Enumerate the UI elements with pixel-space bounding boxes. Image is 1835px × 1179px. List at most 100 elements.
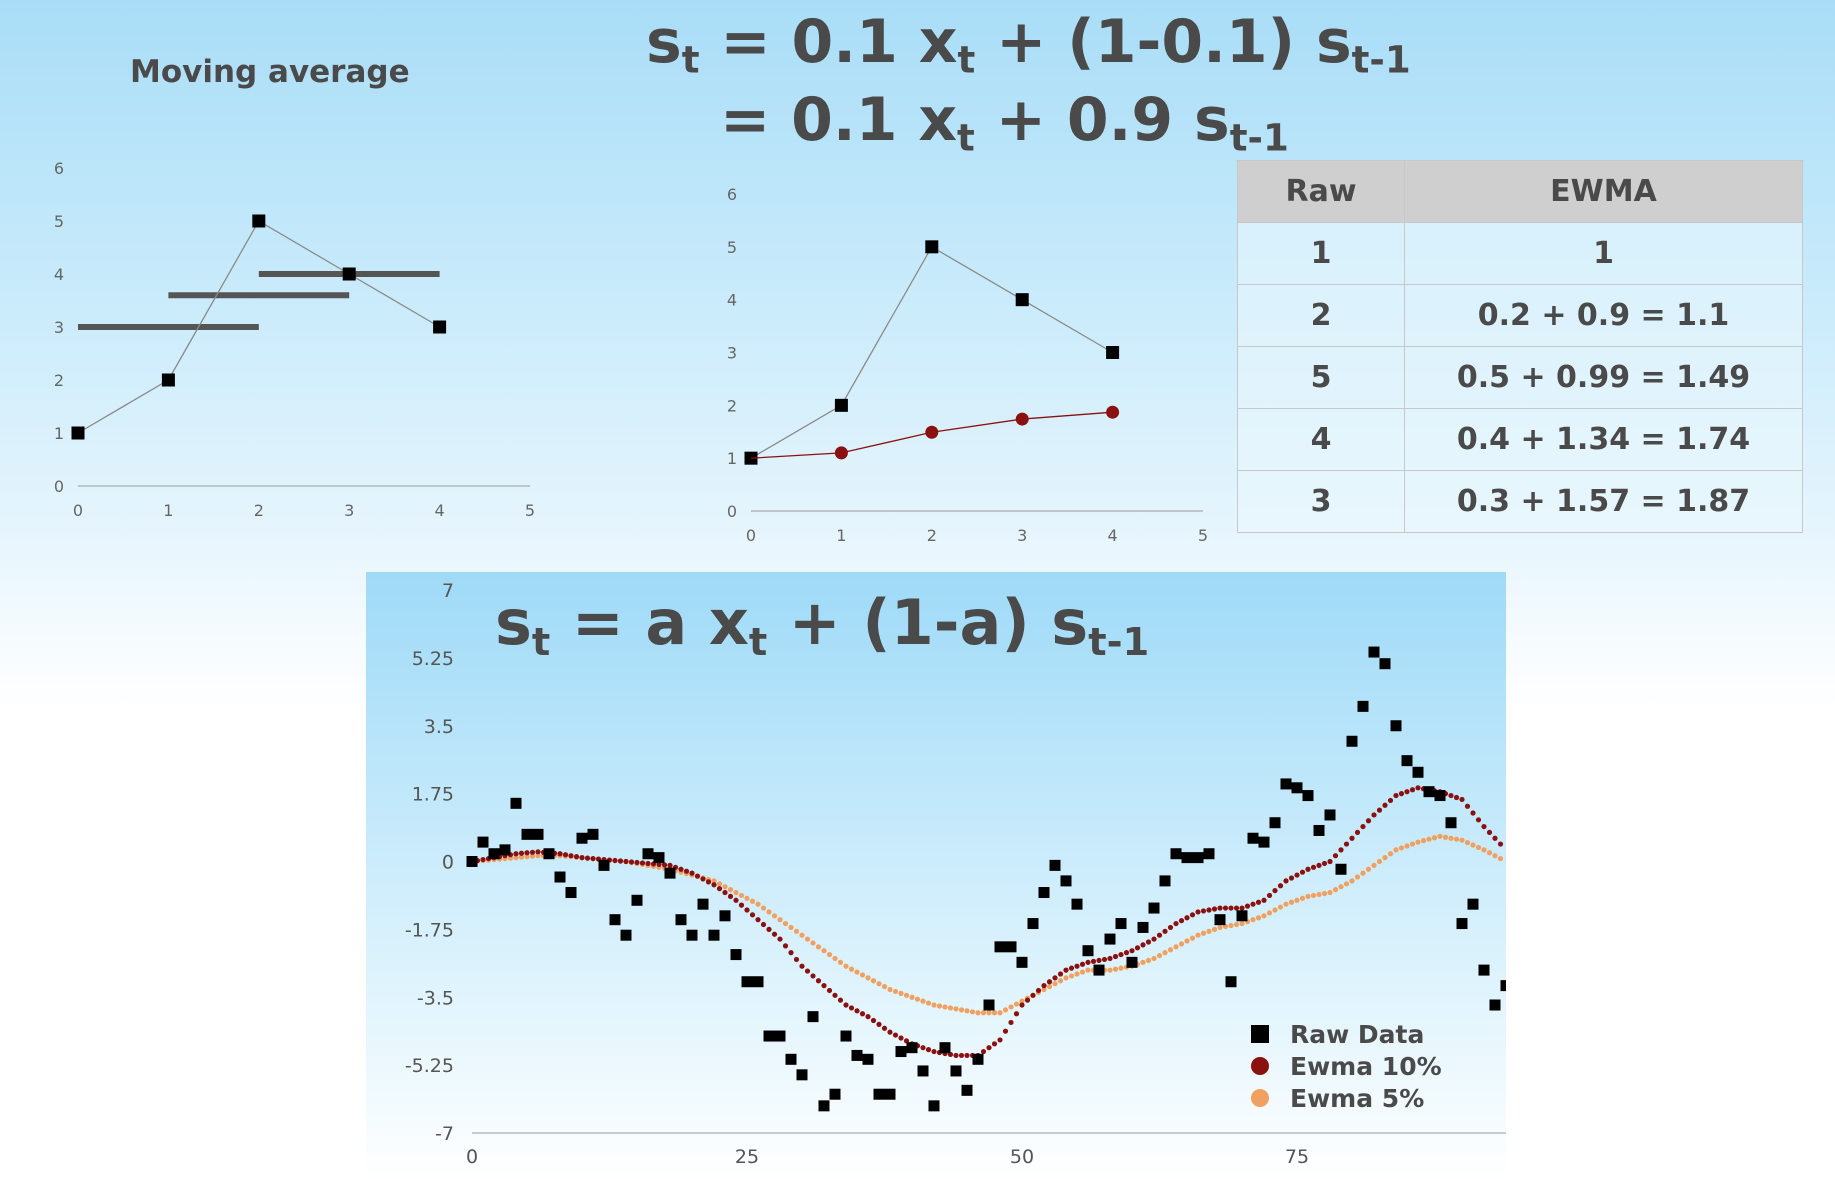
ewma-10-point: [766, 926, 772, 932]
ewma-point: [1015, 412, 1029, 426]
ewma-5-point: [1173, 944, 1179, 950]
y-tick-label: 0: [442, 852, 454, 874]
ewma-10-point: [1349, 835, 1355, 841]
raw-data-point: [642, 848, 654, 860]
raw-data-point: [708, 929, 720, 941]
ewma-10-point: [1189, 912, 1196, 918]
ewma-5-point: [1206, 928, 1212, 934]
ewma-5-point: [1360, 870, 1366, 876]
ewma-10-point: [848, 1005, 855, 1011]
table-header-row: Raw EWMA: [1237, 160, 1803, 223]
ewma-5-point: [969, 1009, 976, 1015]
ewma-5-point: [1255, 915, 1262, 921]
y-tick-label: 2: [54, 371, 64, 390]
ewma-10-point: [1107, 955, 1113, 962]
y-tick-label: -5.25: [405, 1055, 454, 1077]
ewma-point: [834, 446, 848, 460]
ewma-5-point: [810, 940, 816, 946]
ewma-10-point: [1382, 802, 1388, 808]
x-tick-label: 0: [466, 1146, 478, 1168]
ewma-5-point: [1310, 892, 1317, 899]
ewma-10-point: [1299, 869, 1306, 875]
y-tick-label: 5: [54, 212, 64, 231]
ewma-10-point: [1250, 901, 1256, 907]
ewma-10-point: [1118, 951, 1124, 958]
ewma-10-point: [1486, 829, 1493, 836]
ewma-10-point: [1233, 905, 1240, 911]
ewma-10-point: [480, 856, 486, 863]
raw-data-point: [1126, 956, 1138, 968]
ewma-10-point: [1409, 787, 1416, 793]
ewma-5-point: [1459, 837, 1465, 843]
y-tick-label: 7: [442, 580, 454, 602]
raw-data-point: [1500, 980, 1506, 992]
raw-data-point: [884, 1088, 896, 1100]
raw-data-point: [1148, 902, 1160, 914]
ewma-5-point: [898, 990, 904, 996]
x-tick-label: 4: [1108, 526, 1118, 545]
ewma-10-point: [617, 858, 624, 864]
ewma-5-point: [771, 913, 778, 919]
raw-data-point: [906, 1042, 918, 1054]
ewma-5-point: [1486, 850, 1493, 856]
ewma-5-point: [1085, 967, 1091, 973]
ewma-10-point: [1393, 792, 1399, 799]
ewma-10-point: [1310, 864, 1317, 870]
ewma-10-point: [590, 855, 596, 862]
raw-data-point: [873, 1088, 885, 1100]
ewma-5-point: [1041, 986, 1047, 993]
ewma-10-point: [1497, 841, 1504, 847]
ewma-10-point: [1046, 979, 1053, 985]
y-tick-label: -1.75: [405, 919, 454, 941]
raw-data-point: [488, 848, 500, 860]
ewma-5-point: [1140, 959, 1146, 965]
ewma-5-point: [518, 854, 525, 860]
raw-data-point: [1071, 898, 1083, 910]
raw-data-point: [1489, 999, 1501, 1011]
raw-data-point: [1390, 720, 1402, 732]
ewma-5-point: [837, 959, 844, 965]
ewma-5-point: [749, 898, 756, 904]
ewma-10-point: [1112, 953, 1119, 960]
header-raw: Raw: [1237, 160, 1405, 223]
ewma-5-point: [942, 1004, 948, 1010]
ewma-10-point: [683, 868, 690, 874]
ewma-10-point: [1464, 803, 1471, 809]
ewma-5-point: [848, 966, 855, 972]
ewma-10-point: [1360, 823, 1366, 830]
ewma-5-point: [1184, 938, 1190, 944]
y-tick-label: 6: [54, 159, 64, 178]
legend-label: Ewma 5%: [1290, 1084, 1424, 1113]
legend-label: Ewma 10%: [1290, 1052, 1442, 1081]
ewma-10-point: [1030, 992, 1036, 998]
ewma-10-point: [628, 859, 635, 865]
ewma-10-point: [1167, 924, 1174, 931]
ewma-10-point: [1035, 987, 1042, 994]
ewma-5-point: [1250, 917, 1256, 923]
ewma-10-point: [1470, 810, 1476, 816]
ewma-5-point: [804, 936, 811, 942]
ewma-10-point: [1123, 950, 1130, 956]
ewma-5-point: [1354, 874, 1361, 880]
raw-data-point: [807, 1011, 819, 1023]
x-tick-label: 75: [1285, 1146, 1309, 1168]
ewma-10-point: [1415, 785, 1421, 791]
ewma-10-point: [1063, 967, 1069, 973]
ewma-point: [925, 425, 939, 439]
ewma-5-point: [1167, 947, 1174, 953]
ewma-5-point: [782, 920, 789, 927]
ewma-5-point: [1470, 842, 1476, 848]
ewma-10-point: [788, 950, 794, 956]
ewma-10-point: [1305, 866, 1311, 872]
raw-data-point: [1445, 817, 1457, 829]
raw-data-point: [631, 894, 643, 906]
ewma-10-point: [623, 858, 629, 865]
ewma-5-point: [1013, 1001, 1020, 1007]
ewma-small-chart: 0 1 2 3 4 5 0 1 2 3 4 5 6: [727, 185, 1208, 545]
ewma-5-point: [1382, 855, 1388, 861]
ewma-5-point: [1261, 913, 1267, 919]
ewma-5-point: [1189, 935, 1196, 941]
raw-data-point: [466, 856, 478, 867]
ewma-5-point: [815, 944, 822, 950]
raw-data-point: [1236, 910, 1248, 922]
